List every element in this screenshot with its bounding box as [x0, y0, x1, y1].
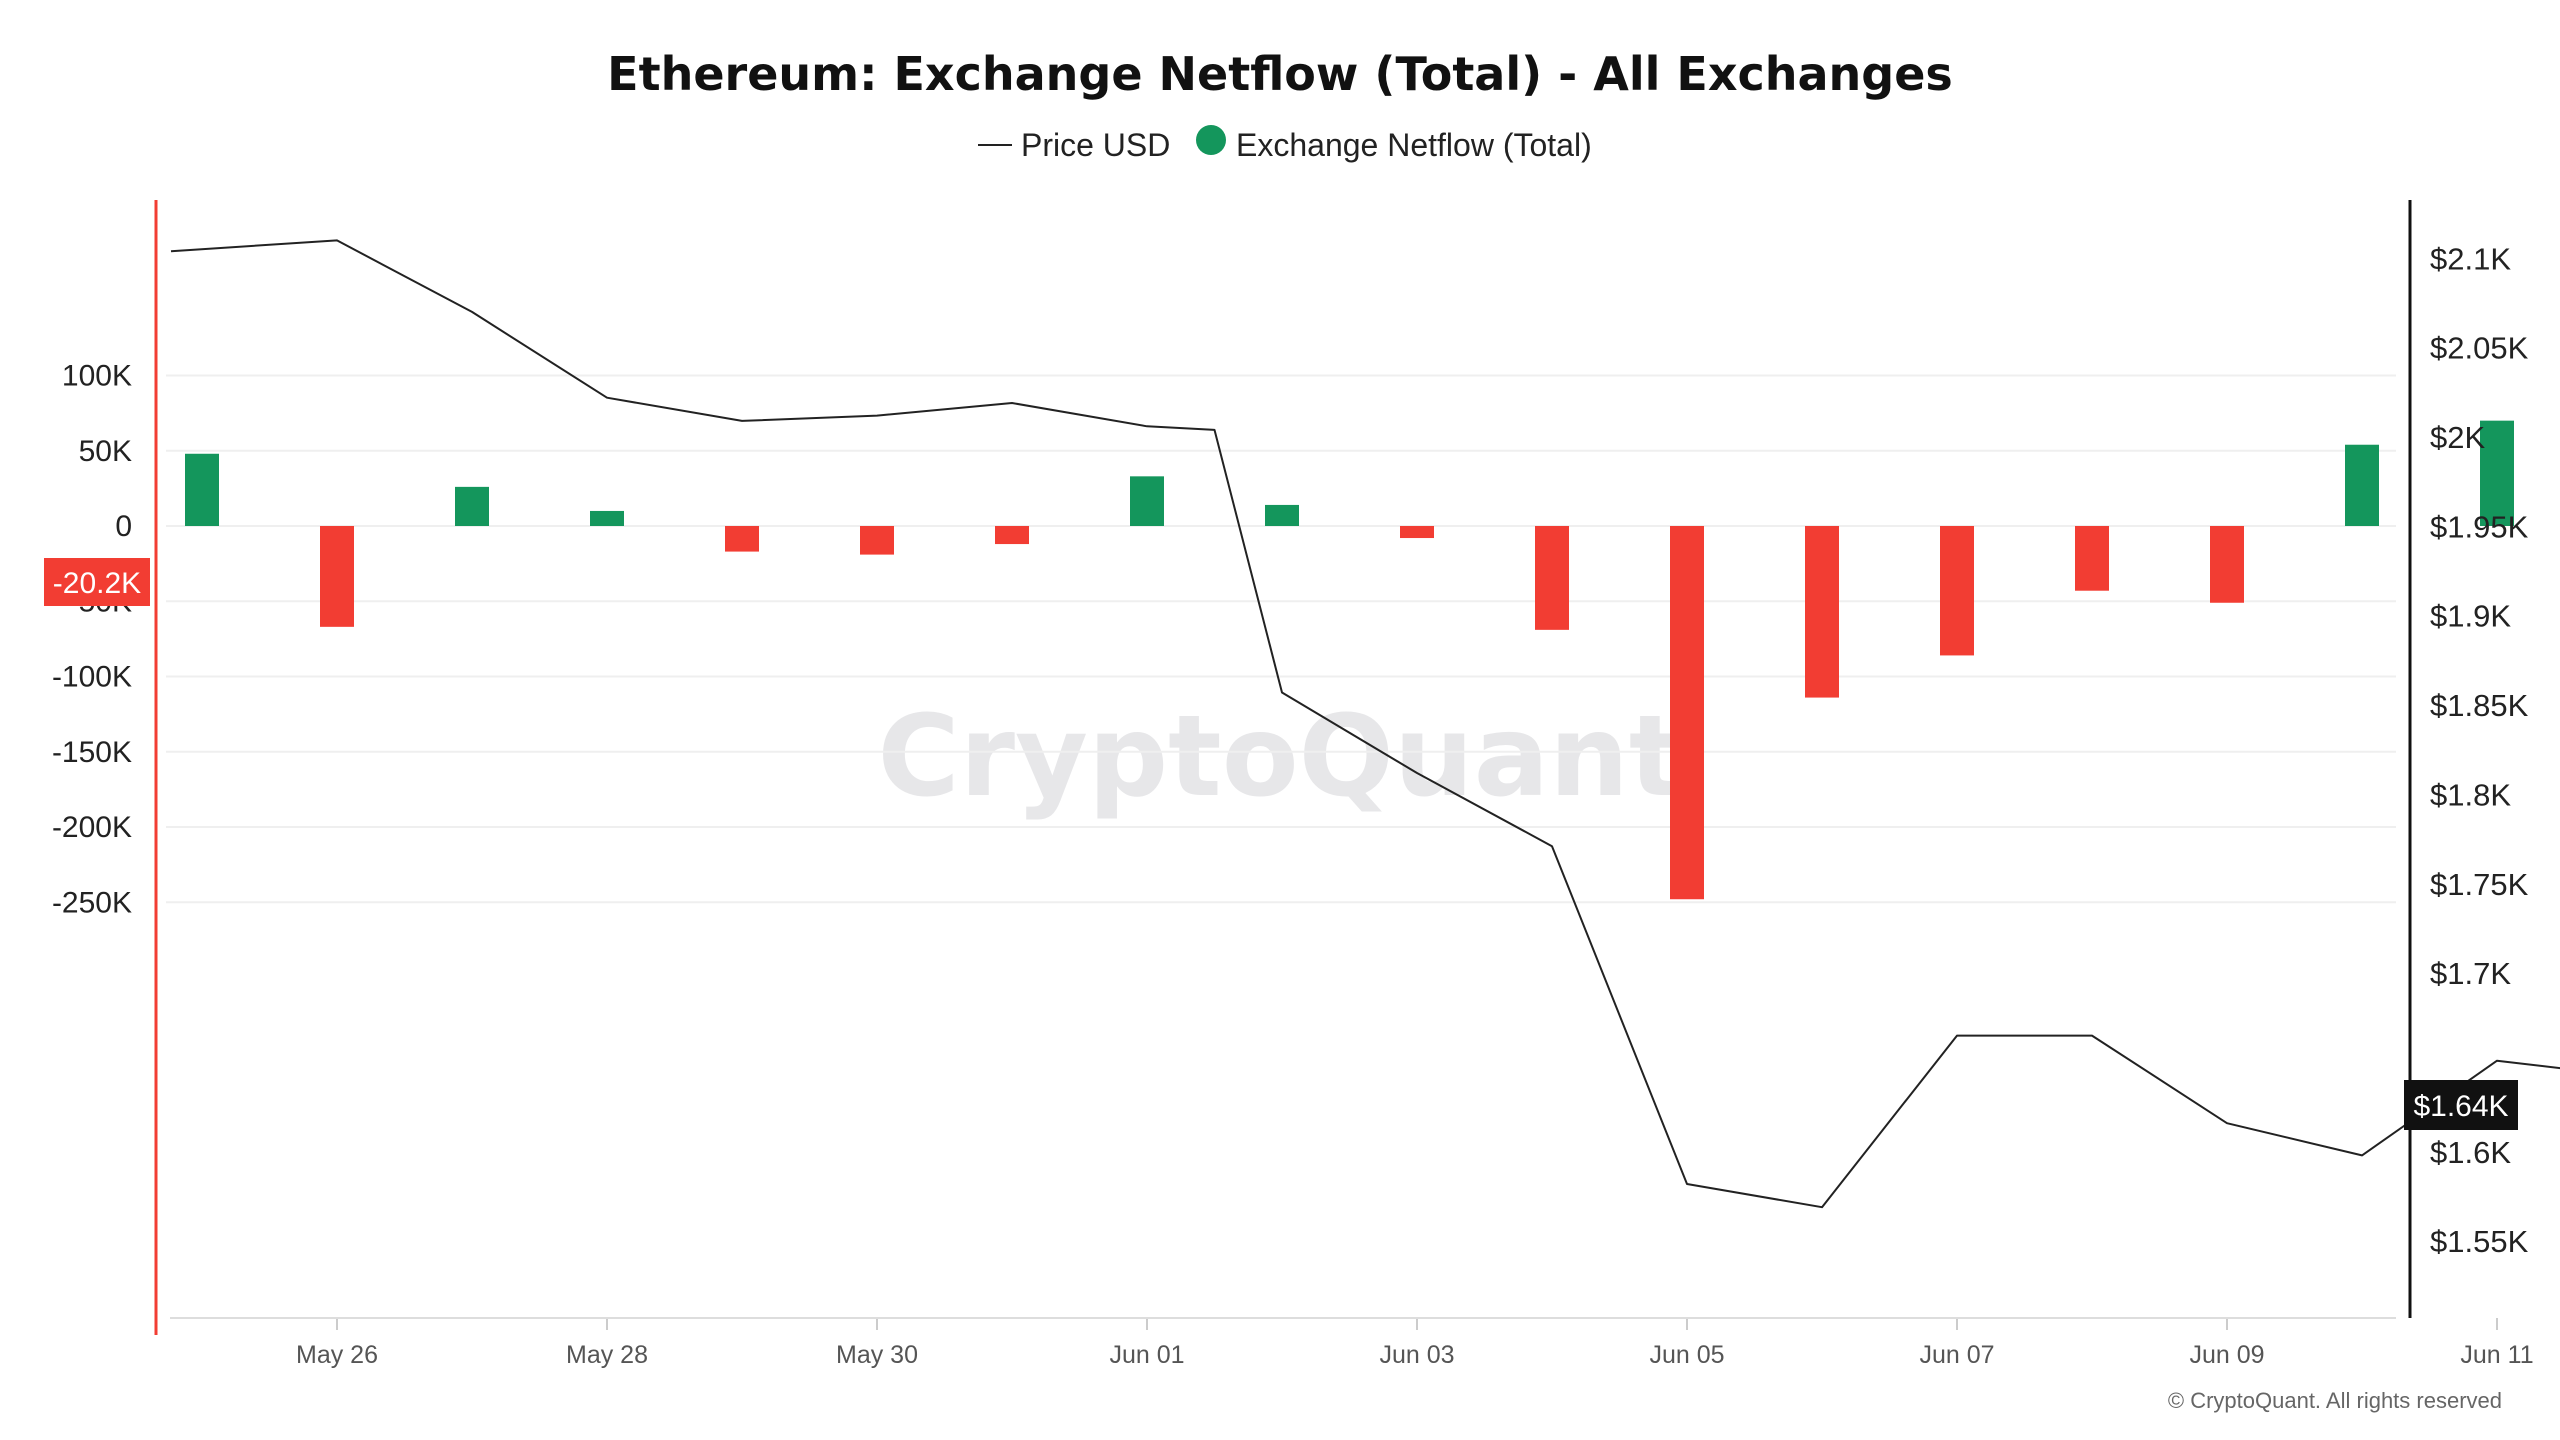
y-left-tick-label: -100K: [52, 661, 132, 694]
y-right-tick-label: $1.75K: [2430, 867, 2529, 902]
gridlines: [166, 374, 2396, 904]
x-tick-label: May 28: [566, 1341, 648, 1369]
netflow-bar: [185, 453, 219, 526]
netflow-bar: [2345, 444, 2379, 526]
price-line-layer: [170, 239, 2560, 1209]
legend-price-label[interactable]: Price USD: [1021, 127, 1170, 163]
netflow-bar: [1265, 504, 1299, 526]
netflow-bar: [1805, 526, 1839, 698]
netflow-bar: [1940, 526, 1974, 656]
netflow-bar: [1400, 526, 1434, 539]
current-price-badge-bg: [2404, 1080, 2518, 1130]
y-left-tick-label: -250K: [52, 886, 132, 919]
x-tick-label: Jun 01: [1109, 1341, 1184, 1369]
legend: Price USD Exchange Netflow (Total): [978, 125, 1592, 163]
legend-netflow-label[interactable]: Exchange Netflow (Total): [1236, 127, 1592, 163]
netflow-legend-dot-icon: [1196, 125, 1226, 155]
netflow-bar: [860, 526, 894, 555]
netflow-bars: [185, 420, 2514, 900]
x-tick-label: Jun 07: [1919, 1341, 1994, 1369]
x-tick-label: May 26: [296, 1341, 378, 1369]
current-price-badge: $1.64K: [2404, 1080, 2518, 1130]
axis-labels: 100K50K0-50K-100K-150K-200K-250K$2.1K$2.…: [52, 241, 2534, 1369]
current-netflow-badge-bg: [44, 558, 150, 606]
y-right-tick-label: $1.95K: [2430, 509, 2529, 544]
watermark-logo: CryptoQuant: [878, 692, 1683, 822]
x-tick-label: May 30: [836, 1341, 918, 1369]
y-right-tick-label: $1.55K: [2430, 1224, 2529, 1259]
netflow-bar: [1670, 526, 1704, 900]
y-left-tick-label: 100K: [62, 360, 132, 393]
axes: [154, 200, 2498, 1335]
x-tick-label: Jun 03: [1379, 1341, 1454, 1369]
copyright-text: © CryptoQuant. All rights reserved: [2168, 1388, 2502, 1413]
current-price-value: $1.64K: [2413, 1090, 2508, 1123]
y-left-tick-label: -150K: [52, 736, 132, 769]
price-line: [170, 239, 2560, 1209]
netflow-bar: [455, 486, 489, 526]
netflow-bar: [1130, 476, 1164, 526]
y-right-tick-label: $1.8K: [2430, 777, 2511, 812]
x-tick-label: Jun 05: [1649, 1341, 1724, 1369]
y-right-tick-label: $1.9K: [2430, 599, 2511, 634]
y-left-tick-label: -200K: [52, 811, 132, 844]
netflow-bar: [725, 526, 759, 552]
chart-title: Ethereum: Exchange Netflow (Total) - All…: [607, 47, 1953, 101]
y-right-tick-label: $1.7K: [2430, 956, 2511, 991]
y-right-tick-label: $2K: [2430, 420, 2485, 455]
y-right-tick-label: $2.1K: [2430, 241, 2511, 276]
y-right-tick-label: $1.6K: [2430, 1135, 2511, 1170]
y-left-tick-label: 50K: [79, 435, 132, 468]
current-netflow-badge: -20.2K: [44, 558, 150, 606]
netflow-bar: [2210, 526, 2244, 603]
y-right-tick-label: $2.05K: [2430, 331, 2529, 366]
netflow-bar: [995, 526, 1029, 545]
netflow-bar: [1535, 526, 1569, 630]
y-right-tick-label: $1.85K: [2430, 688, 2529, 723]
netflow-bar: [2480, 420, 2514, 526]
x-tick-label: Jun 11: [2460, 1341, 2533, 1369]
current-netflow-value: -20.2K: [53, 567, 141, 600]
netflow-bar: [2075, 526, 2109, 591]
y-left-tick-label: 0: [115, 510, 132, 543]
netflow-bar: [320, 526, 354, 627]
netflow-bar: [590, 510, 624, 526]
x-tick-label: Jun 09: [2189, 1341, 2264, 1369]
